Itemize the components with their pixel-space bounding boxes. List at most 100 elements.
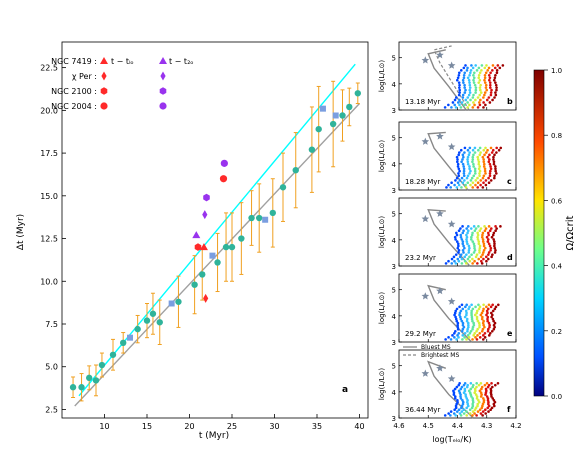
hr-star xyxy=(489,71,492,75)
hr-star xyxy=(473,313,477,317)
hr-star xyxy=(478,78,482,82)
hr-star xyxy=(486,327,490,331)
hr-star xyxy=(463,331,467,335)
hr-star xyxy=(486,385,490,389)
panel-a-legend: NGC 7419 : χ Per : NGC 2100 : NGC 2004 :… xyxy=(51,57,194,111)
hr-star xyxy=(454,317,458,321)
hr-star xyxy=(461,307,465,311)
hr-star xyxy=(493,400,497,404)
hr-star xyxy=(481,155,485,159)
hr-star xyxy=(482,181,485,185)
hr-star xyxy=(477,66,481,70)
hr-star xyxy=(488,244,492,248)
hr-star xyxy=(459,387,463,391)
square-point xyxy=(332,112,339,119)
hr-star xyxy=(494,305,498,309)
hr-star xyxy=(445,186,448,189)
hr-star xyxy=(465,240,469,243)
hr-star xyxy=(471,325,475,329)
hr-star xyxy=(478,71,482,75)
hr-panel-letter: f xyxy=(507,405,511,414)
hr-star xyxy=(466,101,469,104)
hr-star xyxy=(495,146,498,150)
hr-star xyxy=(456,101,460,104)
hr-star xyxy=(481,321,485,325)
hr-star xyxy=(483,93,486,97)
hr-star xyxy=(476,319,480,323)
hr-star xyxy=(454,315,457,319)
data-point xyxy=(256,214,263,222)
hr-x-tick-label: 4.5 xyxy=(423,422,434,430)
hr-star xyxy=(487,251,491,254)
hr-star xyxy=(478,229,482,232)
hr-star xyxy=(494,169,497,173)
hr-star xyxy=(465,233,468,237)
hr-star xyxy=(490,329,494,333)
hr-star xyxy=(477,321,481,325)
hr-star xyxy=(491,303,494,307)
hr-star xyxy=(486,329,490,333)
hr-star xyxy=(479,412,483,415)
hr-star xyxy=(463,389,467,393)
hr-star xyxy=(479,83,482,87)
data-point xyxy=(149,310,157,317)
y-tick-label: 10.0 xyxy=(40,277,58,286)
hr-star xyxy=(460,101,464,104)
hr-star xyxy=(458,103,461,107)
hr-star xyxy=(466,229,470,232)
legend-text-t-tbto: t − t₂ₒ xyxy=(169,57,194,66)
hr-star xyxy=(471,155,475,159)
hr-star xyxy=(454,406,458,410)
hr-star xyxy=(443,106,447,109)
hr-star xyxy=(453,331,456,335)
hr-star xyxy=(475,397,479,400)
hr-star xyxy=(460,262,464,265)
hr-star-marker xyxy=(436,132,444,140)
hr-star xyxy=(470,311,473,315)
hr-star xyxy=(472,162,475,166)
hr-panel-e: 3 4 5 log(L/L⊙) 29.2 Myr e Bluest MSBrightest … xyxy=(378,273,517,359)
hr-star xyxy=(492,327,496,331)
hr-star xyxy=(473,167,477,171)
hr-star xyxy=(468,73,471,77)
hr-star xyxy=(457,229,461,232)
hr-y-tick-label: 4 xyxy=(392,161,397,169)
hr-star xyxy=(477,303,480,307)
hr-star xyxy=(468,255,471,259)
hr-star xyxy=(479,391,483,395)
x-tick-label: 15 xyxy=(142,422,152,431)
hr-star xyxy=(484,172,487,175)
hr-star xyxy=(471,307,475,311)
hr-star-marker xyxy=(436,209,444,217)
hr-y-tick-label: 5 xyxy=(392,211,396,219)
hr-star xyxy=(464,305,467,309)
hr-star xyxy=(466,181,470,185)
hr-star xyxy=(478,336,482,339)
legend-symbols xyxy=(100,57,167,110)
hr-star xyxy=(486,238,490,241)
hr-star xyxy=(456,325,460,329)
hr-star xyxy=(458,86,461,89)
panel-a-letter: a xyxy=(342,385,348,395)
hr-star xyxy=(498,66,502,70)
hr-star xyxy=(488,153,491,157)
hr-star xyxy=(455,385,459,389)
hr-star xyxy=(466,106,469,109)
hr-star xyxy=(494,383,497,387)
hr-star xyxy=(480,64,484,67)
y-tick-label: 7.5 xyxy=(45,320,58,329)
hr-star xyxy=(453,235,457,239)
hr-diagram-panels: 3 4 5 log(L/L⊙) 13.18 Myr b 3 4 5 log(L/L⊙) 18.28 … xyxy=(378,41,522,430)
hr-star xyxy=(461,225,464,228)
hr-star xyxy=(473,146,477,150)
fit-line-cyan xyxy=(78,63,356,397)
hr-star xyxy=(470,233,474,237)
hr-star xyxy=(455,233,459,237)
hr-star xyxy=(457,71,461,75)
hr-star xyxy=(460,257,464,261)
hr-star xyxy=(463,103,466,107)
hr-star xyxy=(453,98,457,102)
hr-star xyxy=(472,93,475,97)
hr-star xyxy=(483,169,487,173)
hr-x-tick-label: 4.4 xyxy=(452,422,464,430)
